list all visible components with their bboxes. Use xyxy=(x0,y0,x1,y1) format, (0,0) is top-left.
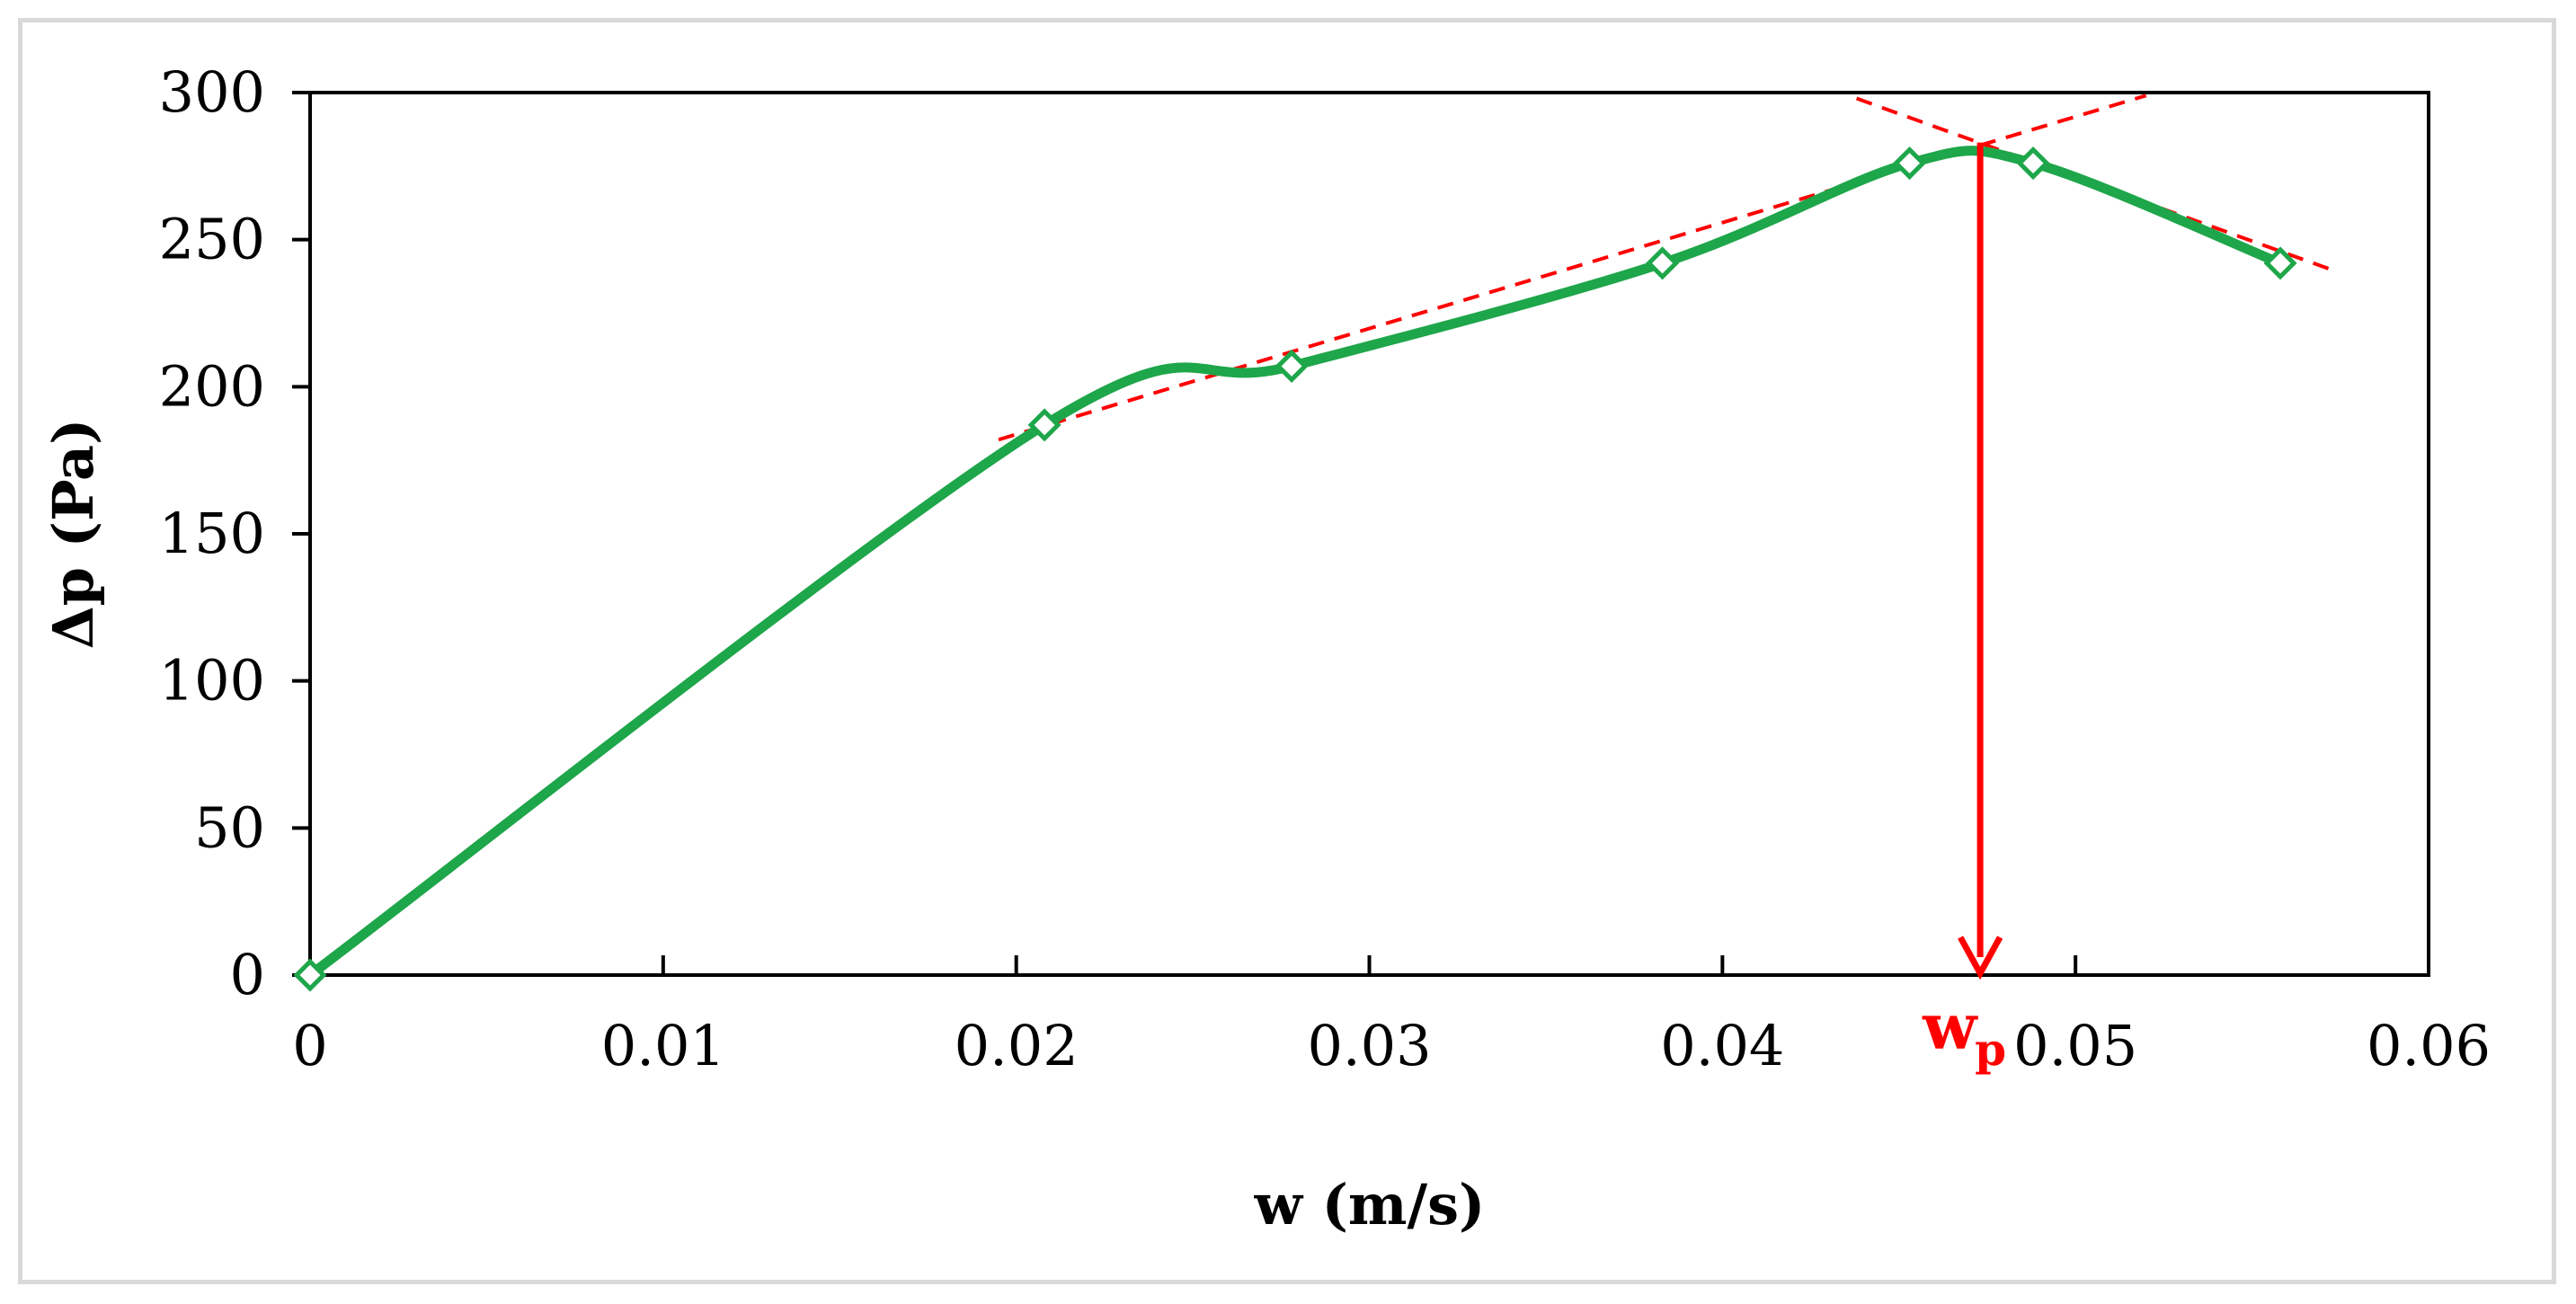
y-axis-title: Δp (Pa) xyxy=(40,419,106,650)
y-axis-ticks: 0 50 100 150 200 250 300 xyxy=(159,59,310,1007)
x-tick-label: 0 xyxy=(292,1013,327,1078)
y-tick-label: 50 xyxy=(194,794,265,860)
data-series xyxy=(293,146,2297,992)
y-tick-label: 100 xyxy=(159,648,265,714)
data-point-marker xyxy=(2016,146,2050,181)
wp-arrow-head xyxy=(1958,936,2003,980)
x-tick-label: 0.05 xyxy=(2013,1013,2137,1078)
y-tick-label: 150 xyxy=(159,501,265,566)
data-point-marker xyxy=(1027,408,1061,442)
x-tick-label: 0.04 xyxy=(1660,1013,1784,1078)
y-tick-label: 300 xyxy=(159,59,265,125)
x-tick-label: 0.02 xyxy=(955,1013,1079,1078)
wp-annotation: wp xyxy=(1922,142,2006,1076)
x-tick-label: 0.06 xyxy=(2367,1013,2491,1078)
plot-area xyxy=(308,91,2430,977)
data-point-marker xyxy=(293,958,327,992)
wp-label-subscript: p xyxy=(1975,1023,2006,1076)
x-tick-label: 0.01 xyxy=(601,1013,725,1078)
x-tick-label: 0.03 xyxy=(1307,1013,1431,1078)
x-axis-title: w (m/s) xyxy=(1254,1172,1486,1237)
y-tick-label: 0 xyxy=(230,942,265,1007)
data-point-marker xyxy=(1275,349,1309,383)
y-tick-label: 200 xyxy=(159,353,265,419)
y-tick-label: 250 xyxy=(159,207,265,272)
series-line xyxy=(305,146,2286,980)
data-point-marker xyxy=(1892,146,1927,181)
wp-label: w xyxy=(1922,989,1978,1064)
data-point-marker xyxy=(1646,246,1680,280)
data-point-marker xyxy=(2263,246,2297,280)
x-axis-ticks: 0 0.01 0.02 0.03 0.04 0.05 0.06 xyxy=(292,955,2491,1078)
